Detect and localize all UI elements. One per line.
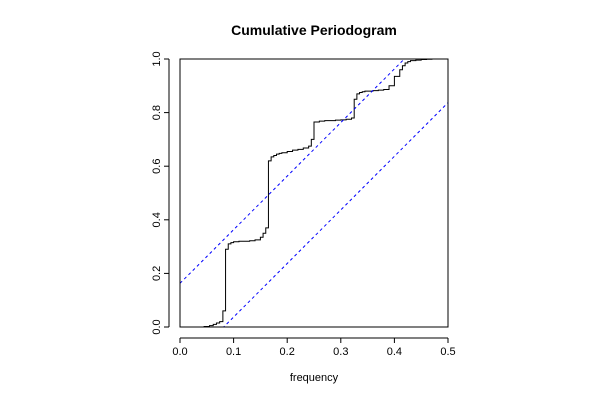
x-axis: 0.0 0.1 0.2 0.3 0.4 0.5	[172, 337, 456, 358]
x-tick-label: 0.3	[333, 346, 348, 358]
y-axis: 0.0 0.2 0.4 0.6 0.8 1.0	[151, 51, 170, 335]
cumulative-periodogram-line	[180, 59, 448, 327]
y-tick-label: 0.8	[151, 105, 163, 120]
y-tick-label: 1.0	[151, 51, 163, 66]
y-tick-label: 0.2	[151, 266, 163, 281]
y-tick-label: 0.0	[151, 319, 163, 334]
y-tick-label: 0.4	[151, 212, 163, 227]
x-tick-label: 0.4	[387, 346, 402, 358]
confidence-bound-line-2	[222, 102, 448, 327]
x-tick-label: 0.2	[280, 346, 295, 358]
x-axis-label: frequency	[290, 372, 339, 384]
x-tick-label: 0.1	[226, 346, 241, 358]
confidence-bound-line-1	[180, 59, 406, 284]
y-tick-label: 0.6	[151, 159, 163, 174]
x-tick-label: 0.0	[172, 346, 187, 358]
chart-title: Cumulative Periodogram	[231, 22, 397, 38]
x-tick-label: 0.5	[440, 346, 455, 358]
plot-frame	[179, 58, 449, 328]
